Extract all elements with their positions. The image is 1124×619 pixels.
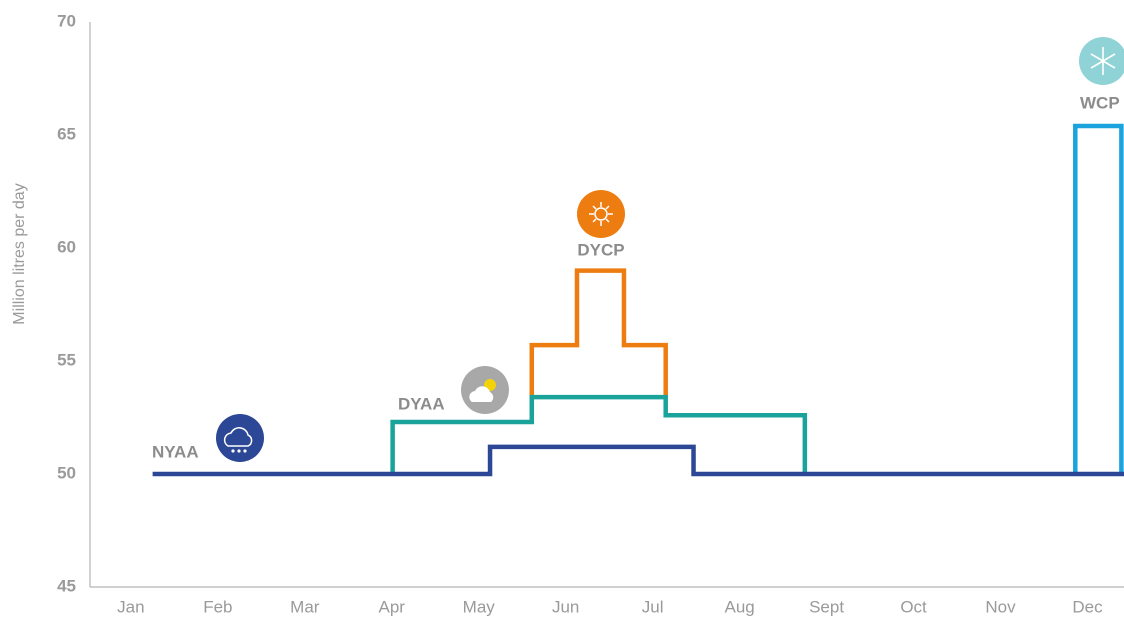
x-tick-label: Oct [900,597,927,616]
x-tick-label: Jan [117,597,144,616]
x-tick-label: Dec [1072,597,1103,616]
y-tick-label: 60 [57,237,76,256]
series-label: DYAA [398,394,445,413]
x-tick-label: May [463,597,496,616]
x-tick-label: Jul [642,597,664,616]
step-line [390,394,808,474]
icon-sun-cloud [461,366,509,414]
x-tick-label: Feb [203,597,232,616]
series-label: DYCP [577,240,624,259]
y-tick-label: 65 [57,124,76,143]
x-tick-label: Apr [379,597,406,616]
y-tick-label: 50 [57,463,76,482]
x-tick-label: Jun [552,597,579,616]
y-tick-label: 55 [57,350,76,369]
x-tick-label: Sept [809,597,844,616]
y-tick-label: 45 [57,576,76,595]
step-line [1073,123,1124,474]
icon-rain [216,414,264,462]
step-line [529,268,668,398]
series-label: NYAA [152,442,199,461]
y-axis-label: Million litres per day [11,183,28,324]
series-label: WCP [1080,93,1120,112]
x-tick-label: Mar [290,597,320,616]
icon-sun [577,190,625,238]
step-line [152,444,1124,477]
x-tick-label: Nov [985,597,1016,616]
y-tick-label: 70 [57,11,76,30]
x-tick-label: Aug [724,597,754,616]
icon-snow [1079,37,1124,85]
